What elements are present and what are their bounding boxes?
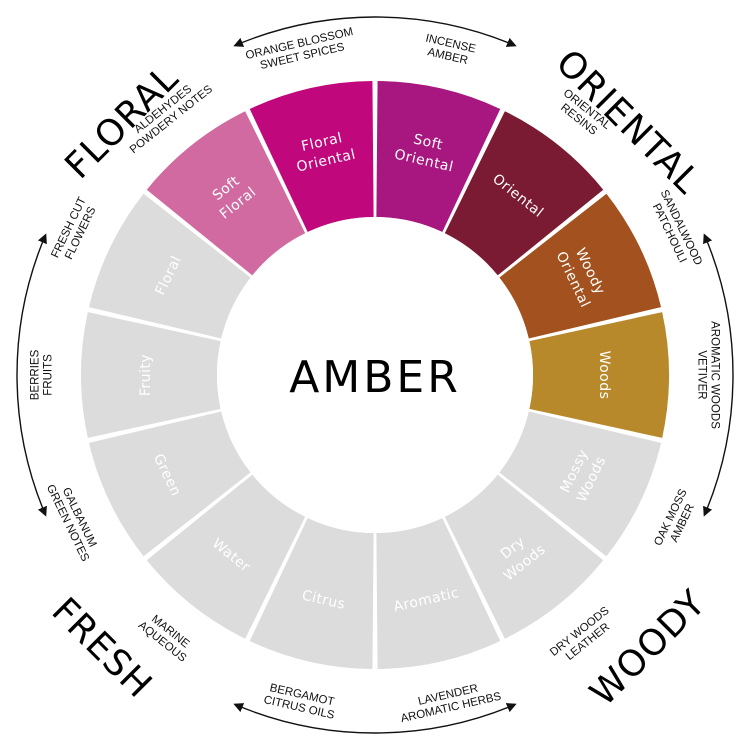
segment-wedge — [444, 111, 604, 276]
segment-notes: ORANGE BLOSSOMSWEET SPICES — [245, 26, 358, 75]
segment-label: Fruity — [138, 354, 154, 396]
segment-wedge — [376, 81, 501, 233]
segment-label-line: Woods — [596, 351, 612, 400]
segment-wedge — [529, 312, 669, 438]
segment-notes: OAK MOSSAMBER — [652, 487, 701, 553]
segment-1: SoftOriental — [376, 81, 501, 233]
segment-ring: FloralOrientalSoftOrientalOrientalWoodyO… — [80, 81, 669, 669]
segment-13: SoftFloral — [146, 111, 306, 276]
segment-label-line: Fruity — [138, 354, 154, 396]
segment-wedge — [88, 411, 251, 557]
segment-0: FloralOriental — [249, 81, 374, 233]
segment-wedge — [88, 193, 251, 339]
segment-4: Woods — [529, 312, 669, 438]
segment-12: Floral — [88, 193, 251, 339]
segment-wedge — [146, 474, 306, 639]
segment-label: Woods — [596, 351, 612, 400]
segment-notes: GALBANUMGREEN NOTES — [44, 477, 103, 564]
segment-5: MossyWoods — [499, 411, 662, 557]
segment-wedge — [376, 517, 501, 669]
note-line: AROMATIC WOODS — [709, 321, 721, 429]
segment-notes: LAVENDERAROMATIC HERBS — [397, 678, 503, 725]
family-arrow — [233, 16, 517, 47]
segment-notes: BERRIESFRUITS — [30, 349, 55, 400]
segment-wedge — [146, 111, 306, 276]
family-label-fresh: FRESH — [44, 590, 160, 706]
center-title: AMBER — [289, 352, 461, 403]
segment-8: Citrus — [249, 517, 374, 669]
segment-notes: FRESH CUTFLOWERS — [49, 195, 100, 265]
segment-wedge — [444, 474, 604, 639]
family-arrow — [703, 233, 734, 517]
segment-wedge — [499, 411, 662, 557]
segment-notes: MARINEAQUEOUS — [136, 609, 197, 665]
family-arrow — [233, 703, 517, 734]
segment-9: Water — [146, 474, 306, 639]
segment-6: DryWoods — [444, 474, 604, 639]
segment-notes: BERGAMOTCITRUS OILS — [262, 681, 338, 722]
segment-2: Oriental — [444, 111, 604, 276]
note-line: BERRIES — [30, 349, 42, 400]
segment-notes: INCENSEAMBER — [421, 32, 477, 68]
segment-wedge — [80, 312, 221, 438]
note-line: FRUITS — [43, 354, 55, 396]
family-arrows — [16, 16, 734, 734]
segment-3: WoodyOriental — [499, 193, 662, 339]
segment-wedge — [249, 517, 374, 669]
segment-notes: AROMATIC WOODSVETIVER — [696, 321, 721, 429]
segment-7: Aromatic — [376, 517, 501, 669]
segment-10: Green — [88, 411, 251, 557]
segment-11: Fruity — [80, 312, 221, 438]
segment-wedge — [249, 81, 374, 233]
note-line: VETIVER — [696, 350, 708, 399]
segment-notes: SANDALWOODPATCHOULI — [646, 188, 704, 273]
segment-wedge — [499, 193, 662, 339]
family-label-woody: WOODY — [583, 583, 715, 715]
center-disc — [217, 217, 533, 533]
segment-label-line: Soft — [412, 131, 444, 153]
family-arrow — [16, 233, 47, 517]
